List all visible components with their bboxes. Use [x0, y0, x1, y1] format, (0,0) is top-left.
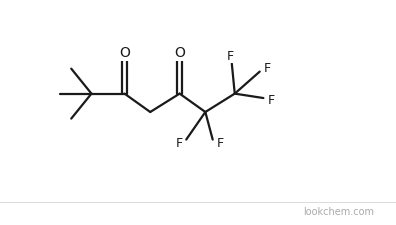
Text: O: O: [174, 46, 185, 60]
Text: F: F: [227, 50, 234, 63]
Text: F: F: [217, 136, 224, 149]
Text: F: F: [175, 136, 183, 149]
Text: lookchem.com: lookchem.com: [303, 206, 374, 216]
Text: F: F: [268, 94, 275, 107]
Text: O: O: [119, 46, 130, 60]
Text: F: F: [264, 62, 271, 75]
